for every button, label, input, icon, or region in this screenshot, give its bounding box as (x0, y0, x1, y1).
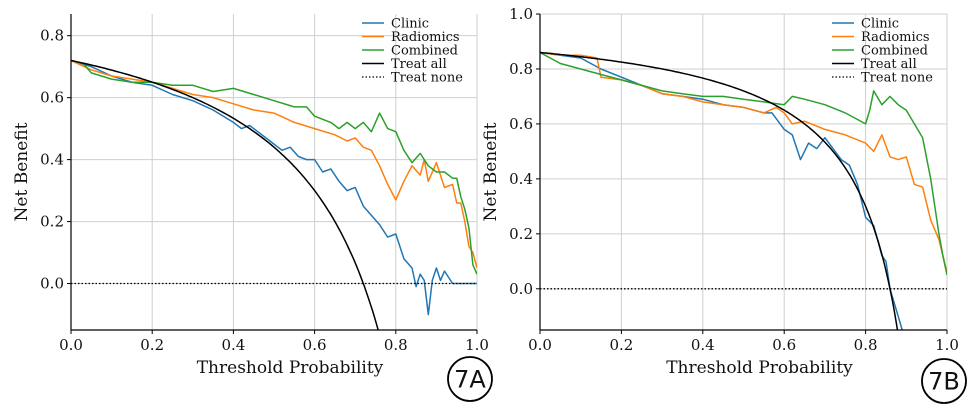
y-tick-label: 0.2 (40, 213, 64, 231)
x-tick-label: 0.6 (772, 336, 796, 354)
x-tick-label: 0.4 (221, 336, 245, 354)
chart-panel-7A: 0.0 0.2 0.4 0.6 0.8 1.00.00.20.40.60.8Thresho… (12, 14, 493, 402)
legend-label: Treat none (391, 71, 463, 86)
y-tick-label: 0.6 (509, 115, 533, 133)
x-tick-label: 0.2 (140, 336, 164, 354)
x-axis-label: Threshold Probability (666, 358, 853, 378)
y-tick-label: 0.6 (40, 89, 64, 107)
series-group (540, 51, 947, 330)
x-axis-label: Threshold Probability (197, 358, 384, 378)
y-tick-label: 0.4 (509, 170, 533, 188)
series-group (71, 59, 477, 330)
legend-label: Treat all (391, 57, 447, 72)
legend-label: Combined (391, 44, 458, 59)
x-tick-label: 0.6 (303, 336, 327, 354)
series-line-clinic (71, 59, 477, 316)
y-tick-label: 0.0 (509, 280, 533, 298)
y-tick-label: 1.0 (509, 5, 533, 23)
legend-label: Treat none (861, 71, 933, 86)
x-tick-label: 0.0 (59, 336, 83, 354)
y-axis-label: Net Benefit (12, 122, 32, 221)
legend-label: Clinic (391, 17, 429, 32)
y-axis-label: Net Benefit (481, 122, 501, 221)
panel-label: 7B (928, 368, 960, 396)
y-tick-label: 0.8 (509, 60, 533, 78)
chart-panel-7B: 0.0 0.2 0.4 0.6 0.8 1.0 0.0 0.2 0.4 0.6 0.8 1.0 Thre… (481, 5, 967, 404)
x-tick-label: 1.0 (465, 336, 489, 354)
series-line-combined (71, 59, 477, 275)
panel-label-circle (921, 358, 967, 404)
x-tick-label: 0.8 (854, 336, 878, 354)
legend-label: Radiomics (391, 30, 460, 45)
series-line-combined (540, 51, 947, 276)
legend-label: Treat all (861, 57, 917, 72)
legend-label: Radiomics (861, 30, 930, 45)
x-tick-label: 0.4 (691, 336, 715, 354)
legend-label: Combined (861, 44, 928, 59)
series-line-treat-all (71, 59, 379, 330)
y-tick-label: 0.0 (40, 275, 64, 293)
x-tick-label: 0.8 (384, 336, 408, 354)
x-tick-label: 1.0 (935, 336, 959, 354)
panel-label-circle (447, 356, 493, 402)
legend-label: Clinic (861, 17, 899, 32)
y-tick-label: 0.4 (40, 151, 64, 169)
series-line-radiomics (71, 59, 477, 269)
y-tick-label: 0.8 (40, 27, 64, 45)
x-tick-label: 0.2 (609, 336, 633, 354)
y-tick-label: 0.2 (509, 225, 533, 243)
series-line-treat-all (540, 51, 899, 330)
x-tick-label: 0.0 (528, 336, 552, 354)
panel-label: 7A (454, 366, 486, 394)
